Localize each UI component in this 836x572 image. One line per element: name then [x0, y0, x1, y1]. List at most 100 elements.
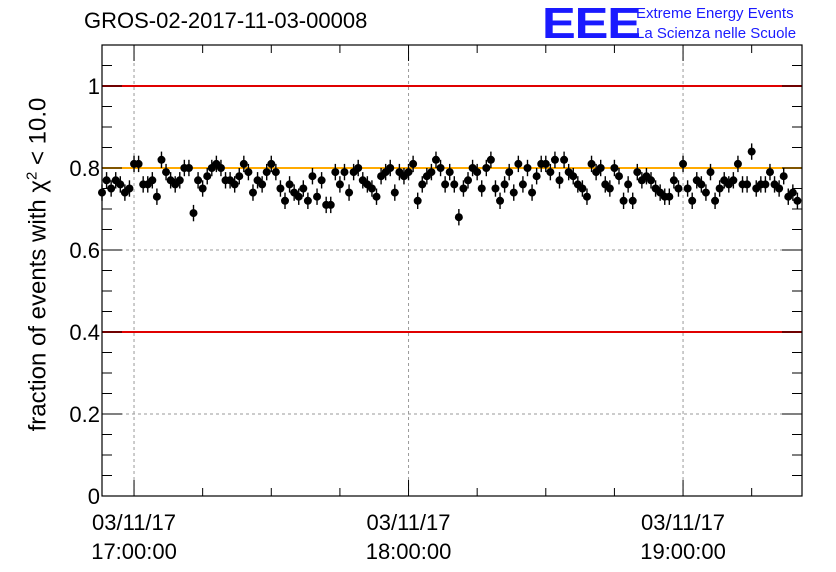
data-point: [189, 209, 198, 218]
data-point: [555, 176, 564, 185]
data-point: [628, 196, 637, 205]
data-point: [624, 180, 633, 189]
data-point: [148, 176, 157, 185]
data-point: [198, 184, 207, 193]
data-point: [335, 180, 344, 189]
data-point: [500, 180, 509, 189]
data-point: [605, 184, 614, 193]
x-tick-label-date: 03/11/17: [92, 510, 176, 535]
data-point: [281, 196, 290, 205]
data-point: [248, 188, 257, 197]
data-point: [505, 168, 514, 177]
data-point: [788, 188, 797, 197]
data-point: [464, 176, 473, 185]
data-point: [683, 184, 692, 193]
chart-title: GROS-02-2017-11-03-00008: [84, 8, 368, 33]
data-point: [386, 164, 395, 172]
data-point: [669, 176, 678, 185]
data-point: [216, 164, 225, 172]
data-point: [345, 188, 354, 197]
plot-frame: [101, 44, 803, 497]
data-point: [541, 159, 550, 168]
data-point: [587, 159, 596, 168]
data-point: [340, 168, 349, 177]
data-point: [116, 180, 125, 189]
data-point: [409, 159, 418, 168]
x-tick-label-date: 03/11/17: [367, 510, 451, 535]
data-points: [98, 143, 802, 226]
y-axis-label-sup: 2: [23, 171, 41, 181]
data-point: [258, 180, 267, 189]
data-point: [596, 164, 605, 172]
y-axis-label: fraction of events with χ2 < 10.0: [24, 35, 53, 495]
data-point: [697, 180, 706, 189]
data-point: [390, 188, 399, 197]
data-point: [747, 147, 756, 156]
data-point: [427, 168, 436, 177]
data-point: [528, 188, 537, 197]
y-axis-label-suffix: < 10.0: [24, 97, 52, 172]
data-point: [299, 184, 308, 193]
data-point: [450, 180, 459, 189]
data-point: [134, 159, 143, 168]
y-tick-label: 1: [88, 74, 100, 99]
data-point: [294, 192, 303, 201]
data-point: [271, 168, 280, 177]
logo-line-2: La Scienza nelle Scuole: [636, 25, 797, 42]
y-tick-label: 0: [88, 484, 100, 509]
tick-labels: 03/11/17 17:00:00 03/11/17 18:00:00 03/11/17…: [69, 74, 725, 564]
data-point: [244, 168, 253, 177]
data-point: [285, 180, 294, 189]
data-point: [184, 164, 193, 172]
data-point: [496, 196, 505, 205]
data-point: [509, 188, 518, 197]
logo-line-1: Extreme Energy Events: [636, 5, 794, 22]
data-point: [793, 196, 802, 205]
data-point: [569, 172, 578, 181]
data-point: [313, 192, 322, 201]
axis-ticks: [102, 45, 802, 497]
data-point: [436, 164, 445, 172]
grid-layer: [102, 45, 802, 496]
data-point: [523, 164, 532, 172]
data-point: [706, 168, 715, 177]
data-point: [157, 155, 166, 164]
data-point: [235, 172, 244, 181]
data-point: [486, 155, 495, 164]
data-point: [477, 184, 486, 193]
data-point: [701, 188, 710, 197]
data-point: [445, 168, 454, 177]
data-point: [239, 159, 248, 168]
data-point: [779, 172, 788, 181]
data-point: [582, 192, 591, 201]
x-tick-label-time: 19:00:00: [640, 539, 726, 564]
data-point: [711, 196, 720, 205]
data-point: [743, 180, 752, 189]
data-point: [317, 176, 326, 185]
data-point: [647, 176, 656, 185]
data-point: [459, 184, 468, 193]
data-point: [331, 168, 340, 177]
data-point: [715, 184, 724, 193]
data-point: [454, 213, 463, 222]
data-point: [546, 168, 555, 177]
data-point: [372, 192, 381, 201]
data-point: [733, 159, 742, 168]
data-point: [418, 180, 427, 189]
data-point: [688, 196, 697, 205]
x-tick-label-date: 03/11/17: [641, 510, 725, 535]
data-point: [619, 196, 628, 205]
data-point: [203, 172, 212, 181]
data-point: [518, 180, 527, 189]
data-point: [276, 184, 285, 193]
data-point: [431, 155, 440, 164]
data-point: [162, 168, 171, 177]
y-tick-label: 0.6: [69, 238, 100, 263]
data-point: [679, 159, 688, 168]
x-tick-label-time: 18:00:00: [366, 539, 452, 564]
data-point: [578, 184, 587, 193]
data-point: [491, 184, 500, 193]
data-point: [413, 196, 422, 205]
y-axis-label-prefix: fraction of events with: [24, 192, 52, 432]
